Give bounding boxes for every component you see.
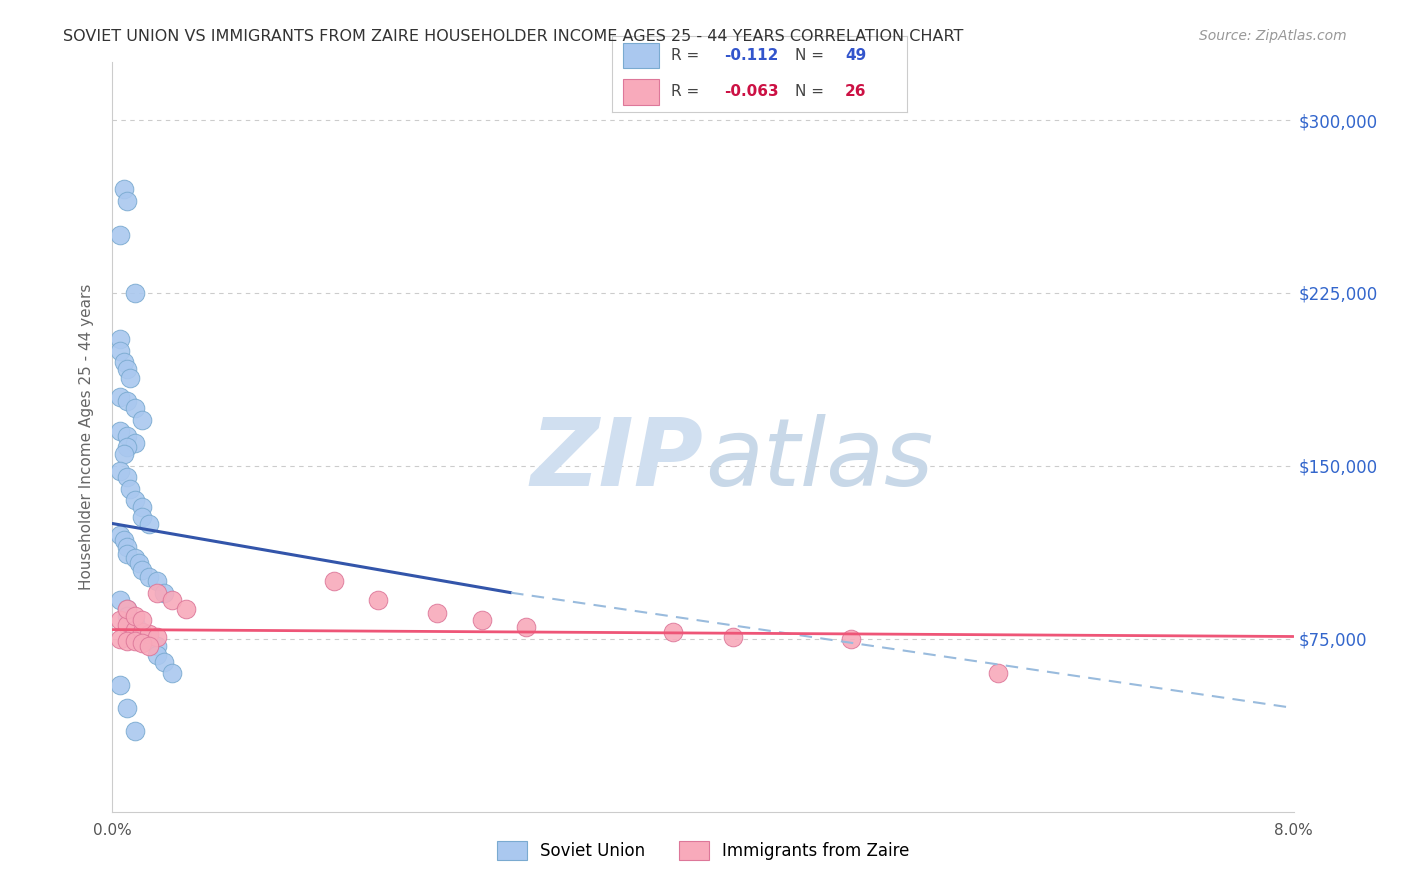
Point — [471, 613, 494, 627]
Text: atlas: atlas — [706, 414, 934, 505]
Point — [108, 463, 131, 477]
Point — [108, 632, 131, 646]
Point — [131, 413, 153, 427]
Point — [124, 623, 146, 637]
Point — [839, 632, 862, 646]
Point — [124, 435, 146, 450]
Point — [117, 618, 138, 632]
Point — [146, 585, 169, 599]
Point — [117, 429, 138, 443]
Text: 26: 26 — [845, 84, 866, 99]
Point — [138, 516, 160, 531]
Point — [124, 401, 146, 416]
FancyBboxPatch shape — [623, 78, 659, 104]
Point — [160, 666, 183, 681]
Point — [112, 182, 135, 196]
Point — [117, 394, 138, 409]
Point — [108, 528, 131, 542]
Point — [131, 509, 153, 524]
Point — [515, 620, 537, 634]
Point — [108, 425, 131, 439]
Point — [367, 592, 389, 607]
Point — [174, 602, 197, 616]
Text: Source: ZipAtlas.com: Source: ZipAtlas.com — [1199, 29, 1347, 44]
Point — [124, 493, 146, 508]
Point — [131, 636, 153, 650]
Text: 49: 49 — [845, 48, 866, 63]
FancyBboxPatch shape — [623, 43, 659, 69]
Point — [131, 624, 153, 639]
Point — [138, 632, 160, 646]
Point — [112, 533, 135, 547]
Point — [117, 602, 138, 616]
Point — [426, 607, 449, 621]
Point — [112, 447, 135, 461]
Point — [138, 639, 160, 653]
Point — [131, 624, 153, 639]
Point — [108, 343, 131, 358]
Text: -0.063: -0.063 — [724, 84, 779, 99]
Point — [124, 285, 146, 300]
Point — [124, 634, 146, 648]
Text: -0.112: -0.112 — [724, 48, 778, 63]
Point — [108, 592, 131, 607]
Point — [153, 655, 176, 669]
Point — [117, 470, 138, 484]
Point — [117, 608, 138, 623]
Point — [138, 627, 160, 641]
Point — [117, 194, 138, 208]
Point — [108, 390, 131, 404]
Point — [131, 613, 153, 627]
Point — [131, 563, 153, 577]
Point — [138, 569, 160, 583]
Point — [128, 556, 150, 570]
Point — [721, 630, 744, 644]
Point — [131, 632, 153, 646]
Text: N =: N = — [794, 84, 824, 99]
Point — [131, 500, 153, 515]
Point — [124, 551, 146, 566]
Point — [662, 624, 685, 639]
Point — [108, 678, 131, 692]
Point — [108, 228, 131, 243]
Point — [117, 540, 138, 554]
Point — [146, 630, 169, 644]
Point — [117, 547, 138, 561]
Point — [120, 482, 142, 496]
Point — [124, 724, 146, 739]
Point — [117, 362, 138, 376]
Point — [146, 648, 169, 662]
Text: N =: N = — [794, 48, 824, 63]
Point — [108, 613, 131, 627]
Point — [146, 574, 169, 589]
Y-axis label: Householder Income Ages 25 - 44 years: Householder Income Ages 25 - 44 years — [79, 284, 94, 591]
Point — [323, 574, 346, 589]
Point — [146, 639, 169, 653]
Point — [120, 371, 142, 385]
Point — [153, 585, 176, 599]
Point — [124, 608, 146, 623]
Point — [117, 441, 138, 455]
Text: SOVIET UNION VS IMMIGRANTS FROM ZAIRE HOUSEHOLDER INCOME AGES 25 - 44 YEARS CORR: SOVIET UNION VS IMMIGRANTS FROM ZAIRE HO… — [63, 29, 963, 45]
Point — [117, 701, 138, 715]
Legend: Soviet Union, Immigrants from Zaire: Soviet Union, Immigrants from Zaire — [491, 835, 915, 867]
Point — [987, 666, 1010, 681]
Text: ZIP: ZIP — [530, 414, 703, 506]
Text: R =: R = — [671, 84, 699, 99]
Point — [160, 592, 183, 607]
Point — [117, 602, 138, 616]
Point — [112, 355, 135, 369]
Point — [108, 332, 131, 346]
Point — [124, 615, 146, 630]
Text: R =: R = — [671, 48, 699, 63]
Point — [117, 634, 138, 648]
